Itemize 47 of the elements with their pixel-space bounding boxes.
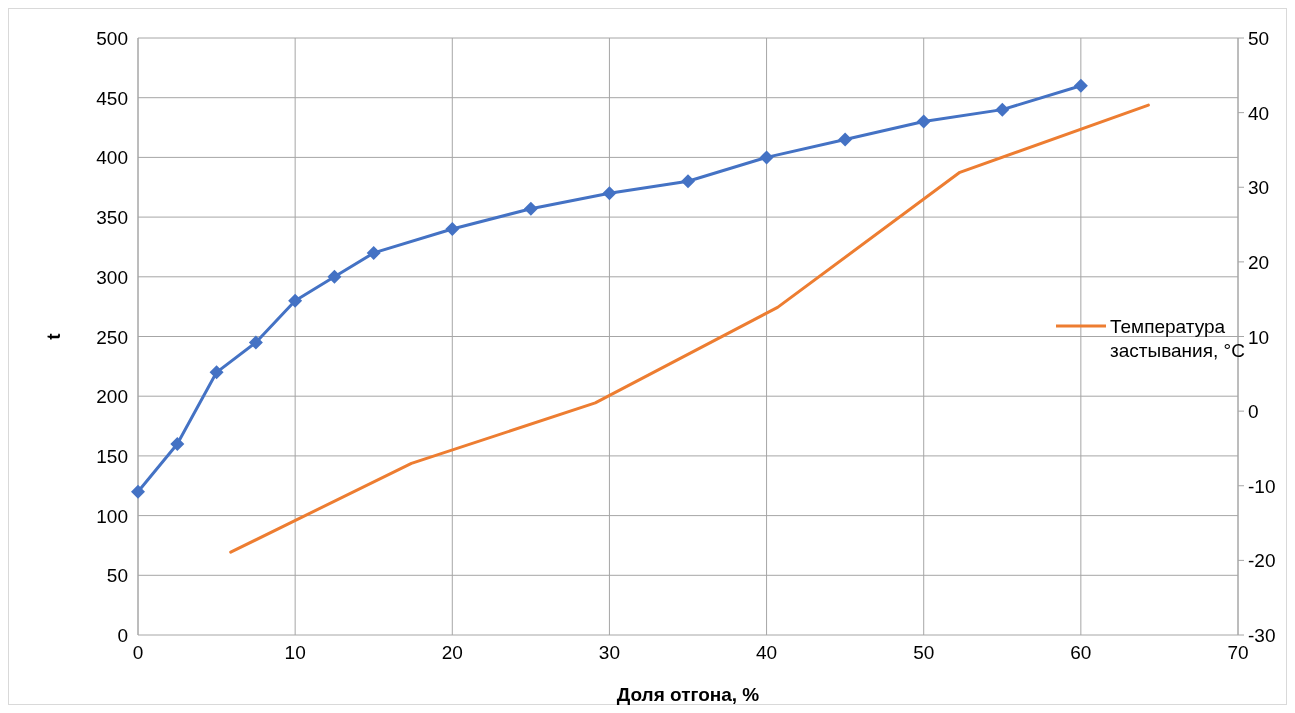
y-tick-label: 250 <box>96 326 128 348</box>
x-tick-label: 30 <box>598 642 620 663</box>
y-tick-label: 0 <box>117 625 128 646</box>
y-axis-title: t <box>43 332 64 340</box>
legend-label: Температура застывания, °C <box>1110 316 1245 361</box>
point <box>366 245 381 260</box>
y2-tick-label: 40 <box>1248 102 1270 124</box>
x-tick-label: 60 <box>1070 642 1092 663</box>
y2-tick-label: 10 <box>1248 326 1270 348</box>
point <box>681 174 695 189</box>
y-tick-label: 200 <box>96 386 128 408</box>
y2-tick-label: -20 <box>1248 550 1276 572</box>
x-tick-label: 50 <box>913 642 935 663</box>
y-tick-label: 450 <box>96 87 128 109</box>
y2-tick-label: 30 <box>1248 177 1270 199</box>
x-tick-label: 40 <box>756 642 778 663</box>
y2-tick-label: 20 <box>1248 251 1270 273</box>
y-tick-label: 100 <box>96 505 128 527</box>
y2-tick-label: -30 <box>1248 625 1276 646</box>
point <box>523 201 538 216</box>
y-tick-label: 150 <box>96 445 128 467</box>
point <box>288 293 303 308</box>
point <box>838 132 853 147</box>
y-tick-label: 350 <box>96 207 128 229</box>
point <box>995 102 1010 117</box>
y2-tick-label: 0 <box>1248 401 1259 423</box>
y-tick-label: 50 <box>106 565 128 587</box>
y-tick-label: 300 <box>96 266 128 288</box>
point <box>759 150 774 165</box>
point <box>916 114 931 129</box>
point <box>248 335 263 350</box>
x-tick-label: 20 <box>441 642 463 663</box>
point <box>131 484 145 499</box>
point <box>170 436 185 451</box>
point <box>445 222 460 237</box>
point <box>1073 78 1088 93</box>
y-tick-label: 500 <box>96 28 128 49</box>
y-tick-label: 400 <box>96 147 128 169</box>
y2-tick-label: 50 <box>1248 28 1270 49</box>
x-tick-label: 10 <box>284 642 306 663</box>
x-tick-label: 0 <box>132 642 144 663</box>
x-axis-title: Доля отгона, % <box>616 684 760 705</box>
point <box>602 186 617 201</box>
x-tick-label: 70 <box>1227 642 1249 663</box>
point <box>327 269 342 284</box>
y2-tick-label: -10 <box>1248 475 1276 497</box>
point <box>209 365 224 380</box>
